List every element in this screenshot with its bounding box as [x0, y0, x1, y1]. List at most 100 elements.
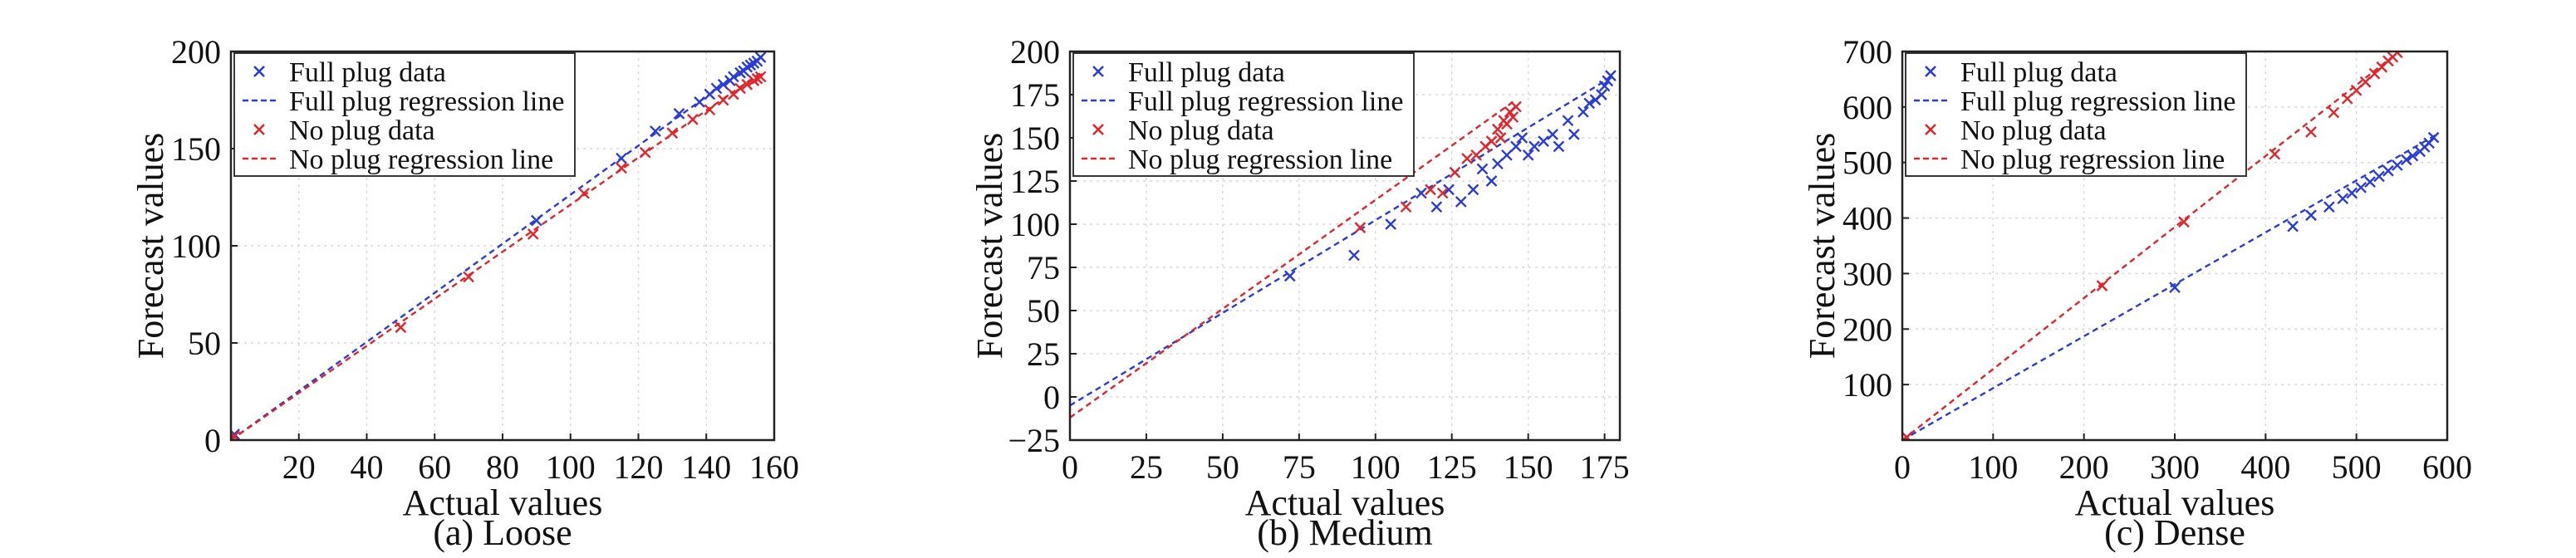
data-point [578, 187, 590, 199]
legend-marker [1925, 66, 1936, 77]
data-point [2178, 216, 2190, 228]
y-tick-label: 50 [188, 325, 221, 362]
y-axis-label: Forecast values [130, 133, 171, 359]
data-point [2269, 148, 2281, 160]
data-point [2359, 76, 2372, 88]
chart-panel-3: 0 100 200 300 400 500 600 100 200 300 400 500 600 700… [1802, 33, 2472, 553]
data-point [1568, 128, 1580, 140]
data-point [1494, 132, 1507, 144]
y-tick-label: 50 [1027, 292, 1060, 330]
data-point [1485, 135, 1498, 148]
x-tick-label: 200 [2059, 448, 2109, 486]
data-point [2341, 92, 2353, 105]
data-point [1455, 196, 1467, 208]
plot-frame [1068, 50, 1622, 442]
data-point [717, 94, 729, 106]
x-tick-label: 175 [1580, 448, 1630, 486]
y-tick-label: 400 [1842, 200, 1892, 237]
x-tick-label: 0 [1062, 448, 1078, 486]
data-point [1501, 149, 1513, 161]
legend-label: No plug data [1960, 115, 2107, 146]
y-tick-label: 175 [1010, 76, 1060, 114]
data-point [666, 127, 679, 140]
data-point [754, 51, 767, 63]
data-point [2407, 149, 2419, 162]
data-point [728, 71, 739, 83]
legend-label: Full plug regression line [1128, 86, 1403, 117]
y-tick-label: 200 [171, 33, 221, 71]
x-tick-label: 160 [749, 448, 799, 486]
legend-box [1905, 52, 2247, 177]
data-point [639, 146, 651, 159]
y-tick-label: 100 [1842, 366, 1892, 404]
data-point [1449, 166, 1461, 179]
data-point [1602, 75, 1614, 87]
data-point [1510, 140, 1522, 153]
data-point [1577, 105, 1589, 118]
data-point [2323, 201, 2335, 213]
data-point [1470, 149, 1482, 161]
data-point [694, 95, 705, 108]
data-point [2382, 164, 2394, 177]
x-tick-label: 100 [1968, 448, 2018, 486]
legend-label: No plug regression line [289, 144, 553, 175]
data-point [1492, 123, 1504, 135]
data-point [741, 78, 753, 91]
data-point [1547, 128, 1558, 140]
legend-box [1072, 52, 1415, 177]
data-point [2346, 187, 2358, 199]
x-tick-label: 125 [1427, 448, 1477, 486]
data-point [1385, 218, 1397, 230]
data-point [734, 82, 746, 95]
data-point [2355, 181, 2367, 193]
legend-label: No plug data [1128, 115, 1274, 146]
legend-label: No plug regression line [1128, 144, 1392, 175]
data-point [1425, 184, 1436, 196]
y-tick-label: 200 [1842, 311, 1892, 348]
data-point [1596, 89, 1607, 100]
data-point [687, 114, 699, 125]
plot-area [1902, 51, 2440, 440]
y-tick-label: 100 [171, 228, 221, 265]
y-tick-label: 75 [1027, 249, 1060, 286]
data-point [1476, 163, 1489, 175]
x-tick-label: 80 [486, 448, 519, 486]
regression-line [1070, 75, 1615, 407]
y-tick-label: 0 [1043, 379, 1060, 416]
y-tick-label: 600 [1842, 89, 1892, 126]
y-tick-label: 25 [1027, 335, 1060, 373]
data-point [1507, 111, 1519, 123]
data-point [2364, 176, 2376, 188]
data-point [463, 271, 474, 283]
x-tick-label: 20 [282, 448, 316, 486]
regression-line [1902, 134, 2437, 440]
x-tick-label: 120 [614, 448, 664, 486]
data-point [2305, 209, 2317, 222]
chart-panel-2: 0 25 50 75 100 125 150 175−25025507510012515017… [969, 33, 1630, 553]
y-tick-label: 150 [171, 130, 221, 168]
x-tick-label: 0 [1894, 448, 1911, 486]
data-point [616, 162, 627, 174]
y-tick-label: 150 [1010, 120, 1060, 157]
data-point [673, 108, 685, 120]
data-point [1430, 201, 1443, 213]
data-point [2392, 159, 2403, 171]
data-point [1436, 187, 1449, 199]
data-point [704, 104, 716, 116]
panel-caption: (a) Loose [433, 512, 572, 553]
data-point [1467, 184, 1479, 196]
data-point [2392, 51, 2403, 59]
data-point [2169, 281, 2181, 293]
data-point [1400, 201, 1412, 213]
data-point [650, 125, 661, 137]
data-point [1538, 135, 1549, 148]
panel-caption: (c) Dense [2104, 512, 2245, 553]
plot-area [1070, 70, 1617, 418]
x-tick-label: 400 [2240, 448, 2290, 486]
chart-panel-1: 20 40 60 80 100 120 140 160 0 50 100 150 200 Actual v… [130, 33, 799, 553]
y-tick-label: 500 [1842, 144, 1892, 182]
panel-caption: (b) Medium [1257, 512, 1432, 553]
y-axis-label: Forecast values [969, 133, 1010, 359]
legend-marker [253, 66, 265, 77]
